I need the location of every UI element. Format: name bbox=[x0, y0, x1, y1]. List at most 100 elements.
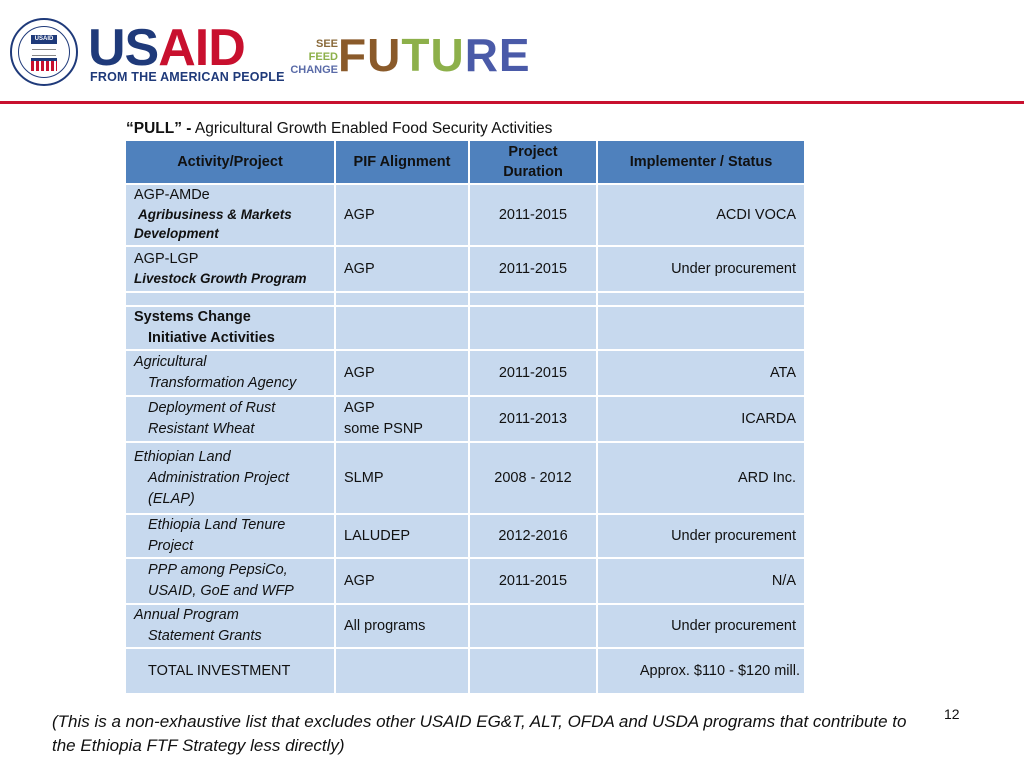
seal-badge: USAID bbox=[31, 35, 57, 44]
ftf-feed: FEED bbox=[308, 51, 338, 63]
cell-pif bbox=[336, 293, 468, 305]
cell-section-title: Systems Change Initiative Activities bbox=[126, 307, 334, 349]
ftf-logo-small-words: SEE FEED CHANGE bbox=[276, 35, 338, 83]
col-header-duration-line2: Duration bbox=[503, 164, 563, 180]
slide-header: USAID USAID FROM THE AMERICAN PEOPLE SEE… bbox=[0, 0, 1024, 104]
seal-ring bbox=[18, 26, 70, 78]
usaid-wordmark: USAID bbox=[88, 19, 246, 77]
cell-activity bbox=[126, 293, 334, 305]
col-header-duration: Project Duration bbox=[470, 141, 596, 183]
ftf-see: SEE bbox=[315, 38, 338, 50]
table-header-row: Activity/Project PIF Alignment Project Du… bbox=[126, 141, 804, 183]
cell-pif: AGP bbox=[336, 185, 468, 245]
table-total-row: TOTAL INVESTMENT Approx. $110 - $120 mil… bbox=[126, 649, 804, 693]
cell-duration bbox=[470, 293, 596, 305]
usaid-seal-logo: USAID bbox=[10, 18, 78, 86]
total-label: TOTAL INVESTMENT bbox=[148, 662, 291, 679]
table-row: Ethiopia Land Tenure Project LALUDEP 2012… bbox=[126, 515, 804, 557]
cell-activity: AGP-LGP Livestock Growth Program bbox=[126, 247, 334, 291]
cell-pif: AGP bbox=[336, 559, 468, 603]
activity-name: Ethiopian Land bbox=[134, 448, 231, 465]
cell-total-value: Approx. $110 - $120 mill. bbox=[598, 649, 804, 693]
cell-pif bbox=[336, 307, 468, 349]
activity-name: Livestock Growth Program bbox=[134, 271, 307, 286]
table-title-prefix: “PULL” - bbox=[126, 120, 192, 137]
usaid-wordmark-aid: AID bbox=[158, 19, 246, 77]
table-row: AGP-AMDe Agribusiness & Markets Developmen… bbox=[126, 185, 804, 245]
activity-name: Deployment of Rust bbox=[148, 400, 276, 416]
table-title: “PULL” - Agricultural Growth Enabled Foo… bbox=[126, 120, 552, 138]
cell-total-label: TOTAL INVESTMENT bbox=[126, 649, 334, 693]
cell-implementer: ICARDA bbox=[598, 397, 804, 441]
cell-pif: AGP some PSNP bbox=[336, 397, 468, 441]
cell-implementer: Under procurement bbox=[598, 605, 804, 647]
usaid-wordmark-us: US bbox=[88, 19, 159, 77]
activity-name: Ethiopia Land Tenure bbox=[148, 517, 286, 533]
flag-stripes-icon bbox=[31, 58, 57, 71]
activity-acronym: (ELAP) bbox=[148, 490, 195, 507]
cell-implementer: ATA bbox=[598, 351, 804, 395]
activity-name: Agribusiness & Markets bbox=[138, 207, 292, 222]
activity-name-cont: Project bbox=[148, 538, 194, 554]
activity-name: PPP among PepsiCo, bbox=[148, 562, 288, 578]
activity-name-cont: Development bbox=[134, 226, 219, 241]
cell-activity: Ethiopian Land Administration Project (ELA… bbox=[126, 443, 334, 513]
table-row: Agricultural Transformation Agency AGP 20… bbox=[126, 351, 804, 395]
cell-duration: 2011-2015 bbox=[470, 247, 596, 291]
cell-implementer: ARD Inc. bbox=[598, 443, 804, 513]
section-title-line1: Systems Change bbox=[134, 309, 251, 325]
handshake-icon bbox=[32, 49, 56, 56]
table-row-spacer bbox=[126, 293, 804, 305]
pif-line1: AGP bbox=[344, 400, 375, 416]
cell-implementer bbox=[598, 307, 804, 349]
activity-name-cont: Transformation Agency bbox=[148, 375, 297, 391]
cell-implementer: Under procurement bbox=[598, 247, 804, 291]
col-header-duration-line1: Project bbox=[508, 144, 558, 160]
cell-pif bbox=[336, 649, 468, 693]
cell-pif: All programs bbox=[336, 605, 468, 647]
cell-implementer bbox=[598, 293, 804, 305]
cell-implementer: ACDI VOCA bbox=[598, 185, 804, 245]
col-header-pif: PIF Alignment bbox=[336, 141, 468, 183]
table-section-row: Systems Change Initiative Activities bbox=[126, 307, 804, 349]
cell-activity: Deployment of Rust Resistant Wheat bbox=[126, 397, 334, 441]
page-number: 12 bbox=[944, 706, 960, 722]
cell-implementer: N/A bbox=[598, 559, 804, 603]
col-header-activity: Activity/Project bbox=[126, 141, 334, 183]
cell-activity: Agricultural Transformation Agency bbox=[126, 351, 334, 395]
table-row: AGP-LGP Livestock Growth Program AGP 2011… bbox=[126, 247, 804, 291]
table-title-text: Agricultural Growth Enabled Food Securit… bbox=[191, 120, 553, 137]
cell-implementer: Under procurement bbox=[598, 515, 804, 557]
footnote: (This is a non-exhaustive list that excl… bbox=[52, 712, 907, 755]
section-title-line2: Initiative Activities bbox=[148, 330, 275, 346]
activity-name-cont: Administration Project bbox=[148, 469, 290, 486]
activity-name: Agricultural bbox=[134, 354, 207, 370]
cell-pif: SLMP bbox=[336, 443, 468, 513]
pif-line2: some PSNP bbox=[344, 421, 423, 437]
activity-code: AGP-AMDe bbox=[134, 187, 210, 203]
activity-code: AGP-LGP bbox=[134, 251, 199, 267]
cell-duration: 2011-2015 bbox=[470, 559, 596, 603]
activity-name: Annual Program bbox=[134, 607, 239, 623]
header-divider bbox=[0, 101, 1024, 104]
table-row: Annual Program Statement Grants All progr… bbox=[126, 605, 804, 647]
activity-name-cont: USAID, GoE and WFP bbox=[148, 583, 294, 599]
cell-duration: 2012-2016 bbox=[470, 515, 596, 557]
table-row: Ethiopian Land Administration Project (ELA… bbox=[126, 443, 804, 513]
ftf-change: CHANGE bbox=[290, 64, 338, 76]
table-row: PPP among PepsiCo, USAID, GoE and WFP AGP… bbox=[126, 559, 804, 603]
col-header-implementer: Implementer / Status bbox=[598, 141, 804, 183]
cell-pif: AGP bbox=[336, 247, 468, 291]
cell-duration: 2011-2013 bbox=[470, 397, 596, 441]
cell-activity: AGP-AMDe Agribusiness & Markets Developmen… bbox=[126, 185, 334, 245]
ftf-future-wordmark: FUTURE bbox=[338, 29, 531, 81]
cell-pif: LALUDEP bbox=[336, 515, 468, 557]
cell-duration bbox=[470, 649, 596, 693]
cell-duration bbox=[470, 605, 596, 647]
usaid-tagline: FROM THE AMERICAN PEOPLE bbox=[90, 70, 285, 84]
cell-activity: Ethiopia Land Tenure Project bbox=[126, 515, 334, 557]
cell-pif: AGP bbox=[336, 351, 468, 395]
cell-activity: Annual Program Statement Grants bbox=[126, 605, 334, 647]
activity-name-cont: Resistant Wheat bbox=[148, 421, 255, 437]
activity-name-cont: Statement Grants bbox=[148, 628, 262, 644]
